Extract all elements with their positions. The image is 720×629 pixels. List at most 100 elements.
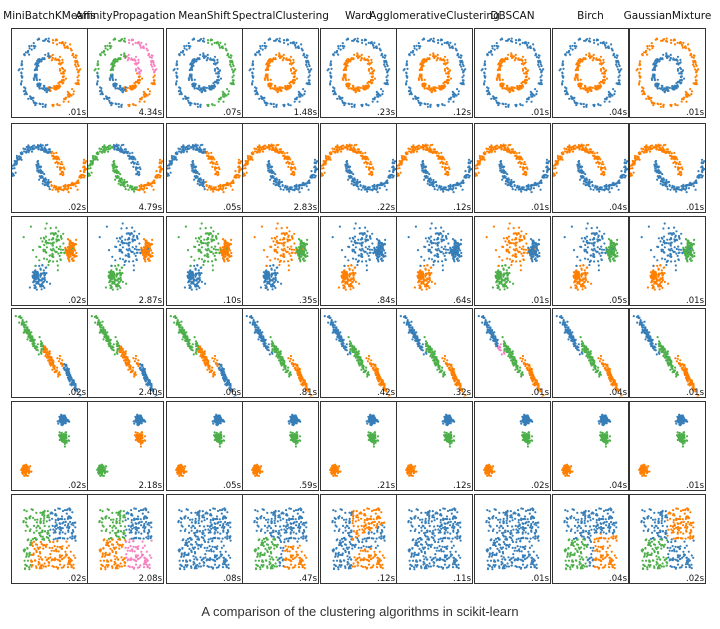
data-point: [603, 72, 606, 75]
data-point: [221, 188, 224, 191]
data-point: [222, 100, 225, 103]
data-point: [275, 88, 278, 91]
data-point: [617, 63, 620, 66]
data-point: [692, 63, 695, 66]
data-point: [443, 80, 446, 83]
data-point: [544, 173, 547, 176]
data-point: [211, 156, 215, 159]
data-point: [456, 54, 459, 57]
data-point: [412, 49, 415, 53]
data-point: [302, 54, 305, 57]
data-point: [429, 103, 432, 106]
data-point: [426, 57, 429, 60]
data-point: [373, 41, 376, 44]
data-point: [524, 163, 527, 166]
data-point: [221, 46, 224, 49]
data-point: [692, 56, 695, 59]
data-point: [336, 49, 339, 53]
data-point: [51, 56, 54, 59]
data-point: [695, 64, 698, 67]
data-point: [47, 148, 50, 151]
data-point: [669, 39, 673, 42]
data-point: [37, 171, 40, 174]
data-point: [176, 67, 179, 70]
timing-label: .01s: [686, 108, 705, 118]
data-point: [182, 97, 185, 100]
data-point: [682, 98, 685, 101]
data-point: [77, 71, 80, 74]
data-point: [652, 75, 655, 78]
data-point: [75, 65, 78, 68]
data-point: [336, 144, 339, 147]
data-point: [216, 163, 219, 166]
data-point: [217, 79, 220, 82]
data-point: [348, 103, 351, 106]
data-point: [392, 165, 395, 168]
data-point: [519, 103, 522, 106]
data-point: [576, 77, 579, 80]
data-point: [219, 77, 223, 80]
data-point: [135, 168, 138, 171]
data-point: [371, 166, 374, 169]
data-point: [28, 45, 31, 48]
data-point: [541, 69, 544, 72]
data-point: [194, 103, 197, 106]
data-point: [71, 88, 74, 91]
data-point: [531, 95, 534, 98]
data-point: [213, 85, 216, 88]
data-point: [615, 63, 618, 66]
data-point: [96, 72, 99, 75]
data-point: [365, 103, 368, 106]
data-point: [354, 151, 357, 154]
data-point: [403, 158, 406, 161]
data-point: [491, 53, 494, 56]
data-point: [680, 100, 683, 103]
data-point: [365, 188, 368, 191]
data-point: [688, 49, 691, 52]
data-point: [191, 167, 194, 170]
data-point: [564, 150, 567, 153]
data-point: [47, 178, 50, 182]
data-point: [611, 94, 614, 97]
data-point: [437, 103, 440, 106]
data-point: [384, 65, 387, 68]
data-point: [269, 78, 272, 81]
data-point: [121, 90, 124, 93]
data-point: [423, 87, 426, 90]
data-point: [305, 185, 308, 188]
data-point: [41, 171, 44, 174]
data-point: [429, 88, 432, 91]
data-point: [615, 61, 618, 64]
data-point: [263, 101, 266, 104]
data-point: [166, 173, 170, 176]
data-point: [204, 180, 208, 183]
scatter-points: [474, 143, 551, 194]
data-point: [364, 185, 367, 188]
data-point: [694, 61, 697, 64]
data-point: [650, 101, 653, 104]
data-point: [76, 63, 79, 66]
data-point: [653, 102, 656, 105]
data-point: [463, 69, 466, 72]
data-point: [617, 68, 620, 71]
data-point: [293, 72, 296, 75]
data-point: [342, 147, 345, 150]
data-point: [636, 68, 639, 71]
data-point: [373, 98, 376, 101]
data-point: [136, 160, 139, 164]
data-point: [486, 93, 489, 96]
data-point: [101, 93, 104, 96]
data-point: [434, 150, 437, 153]
data-point: [421, 85, 424, 88]
data-point: [405, 60, 409, 63]
data-point: [476, 164, 479, 167]
data-point: [209, 86, 212, 89]
data-point: [37, 148, 40, 151]
data-point: [589, 86, 592, 89]
data-point: [443, 69, 447, 72]
data-point: [286, 84, 289, 87]
scatter-points: [558, 37, 623, 108]
data-point: [77, 181, 80, 184]
data-point: [126, 184, 129, 187]
data-point: [34, 104, 37, 107]
